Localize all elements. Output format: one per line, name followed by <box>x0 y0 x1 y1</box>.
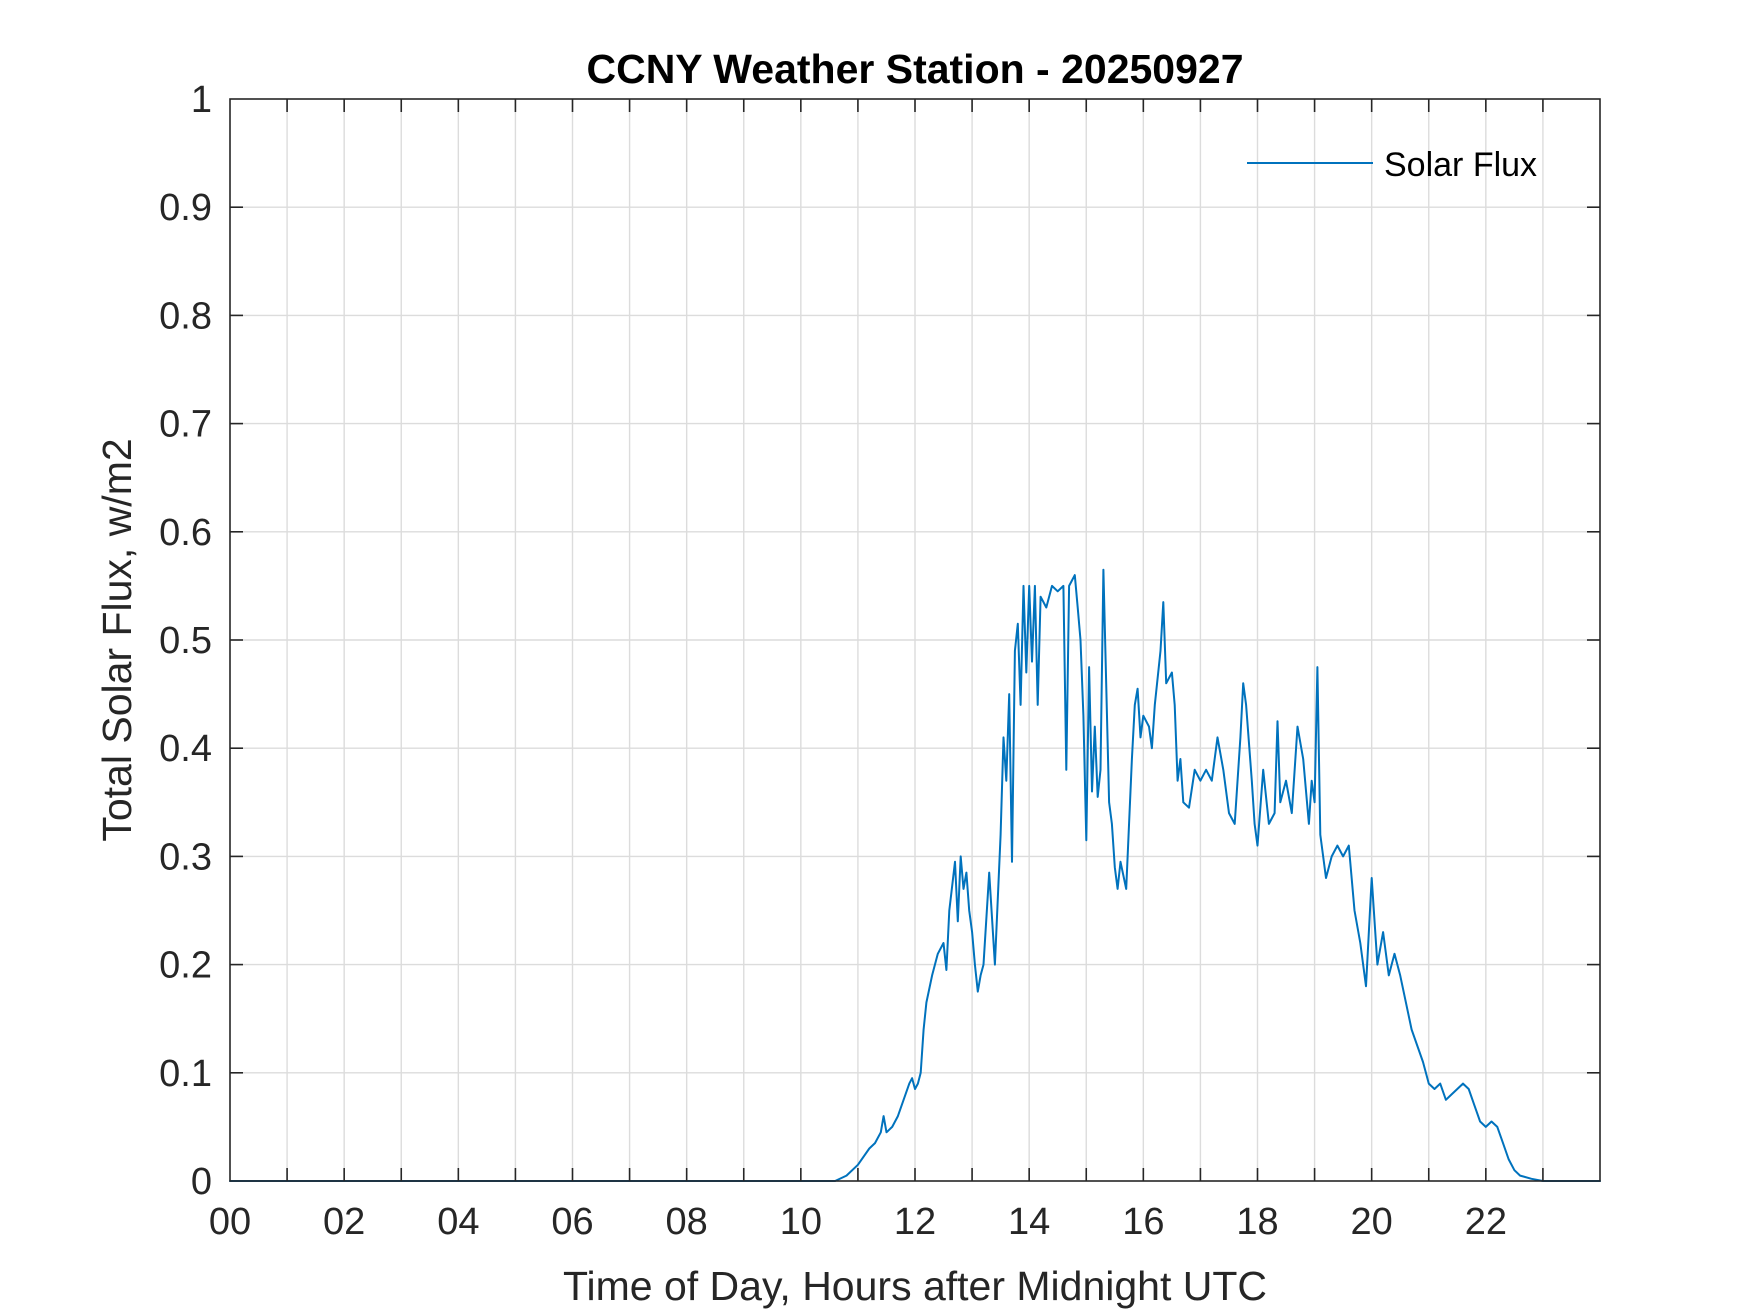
x-axis-title: Time of Day, Hours after Midnight UTC <box>563 1263 1267 1309</box>
y-tick-label: 1 <box>191 79 212 121</box>
chart-title: CCNY Weather Station - 20250927 <box>586 46 1243 92</box>
y-tick-label: 0.8 <box>159 295 212 337</box>
legend: Solar Flux <box>1247 146 1537 184</box>
y-tick-label: 0.7 <box>159 404 212 446</box>
x-tick-label: 12 <box>894 1201 936 1243</box>
y-tick-label: 0.1 <box>159 1053 212 1095</box>
axes-box <box>229 98 1601 1182</box>
y-tick-label: 0.4 <box>159 728 212 770</box>
x-tick-label: 02 <box>323 1201 365 1243</box>
y-tick-label: 0.5 <box>159 620 212 662</box>
series-line-solar-flux <box>229 568 1601 1182</box>
y-tick-label: 0.3 <box>159 836 212 878</box>
series-layer <box>229 568 1601 1182</box>
x-tick-label: 20 <box>1351 1201 1393 1243</box>
y-tick-label: 0.9 <box>159 187 212 229</box>
x-tick-label: 18 <box>1236 1201 1278 1243</box>
y-tick-labels: 0 0.1 0.2 0.3 0.4 0.5 0.6 0.7 0.8 0.9 1 <box>159 79 212 1203</box>
x-tick-label: 06 <box>551 1201 593 1243</box>
x-tick-label: 14 <box>1008 1201 1050 1243</box>
x-tick-labels: 00 02 04 06 08 10 12 14 16 18 20 22 <box>209 1201 1507 1243</box>
x-tick-label: 10 <box>780 1201 822 1243</box>
x-tick-label: 22 <box>1465 1201 1507 1243</box>
y-tick-label: 0.2 <box>159 945 212 987</box>
legend-label-solar-flux: Solar Flux <box>1384 146 1537 184</box>
axis-ticks <box>230 99 1600 1181</box>
y-axis-title: Total Solar Flux, w/m2 <box>94 438 140 841</box>
grid-lines <box>230 99 1600 1181</box>
y-tick-label: 0 <box>191 1161 212 1203</box>
x-tick-label: 04 <box>437 1201 479 1243</box>
x-tick-label: 00 <box>209 1201 251 1243</box>
x-tick-label: 08 <box>666 1201 708 1243</box>
y-tick-label: 0.6 <box>159 512 212 554</box>
x-tick-label: 16 <box>1122 1201 1164 1243</box>
